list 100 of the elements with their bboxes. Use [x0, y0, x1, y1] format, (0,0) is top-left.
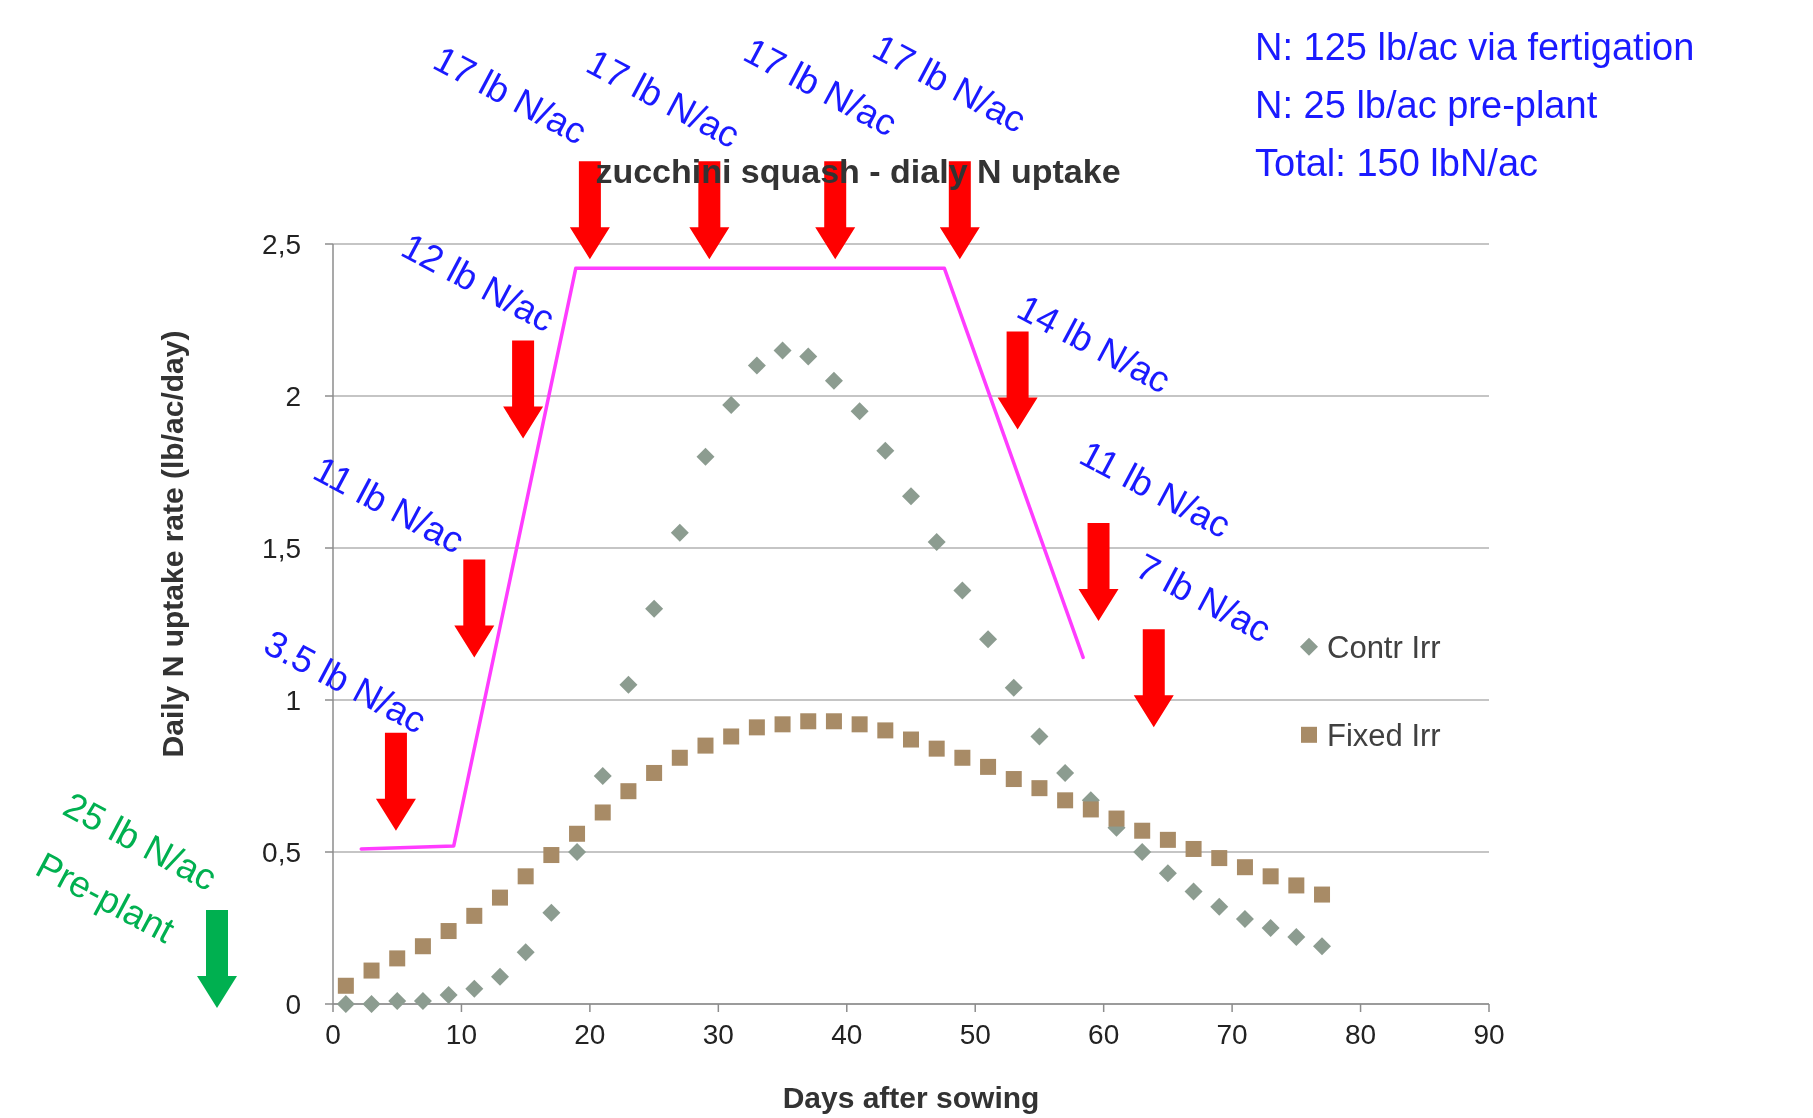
- point: [696, 447, 715, 466]
- x-tick-label: 70: [1216, 1019, 1248, 1050]
- point: [980, 758, 997, 775]
- point: [491, 889, 508, 906]
- x-tick-label: 40: [831, 1019, 863, 1050]
- point: [954, 749, 971, 766]
- point: [876, 441, 895, 460]
- point: [903, 731, 919, 748]
- point: [1184, 882, 1203, 901]
- point: [1288, 877, 1305, 894]
- x-tick-label: 90: [1473, 1019, 1505, 1050]
- point: [593, 767, 612, 785]
- point: [723, 728, 740, 745]
- point: [1287, 928, 1306, 947]
- annotation: 14 lb N/ac: [1010, 286, 1178, 402]
- point: [516, 943, 535, 962]
- point: [1236, 859, 1253, 876]
- point: [413, 991, 432, 1010]
- point: [773, 341, 792, 360]
- y-tick-label: 1: [285, 685, 301, 716]
- point: [1185, 840, 1202, 857]
- point: [619, 675, 638, 694]
- text: N: 125 lb/ac via fertigation: [1255, 26, 1695, 68]
- point: [1158, 864, 1177, 883]
- y-tick-label: 0: [285, 989, 301, 1020]
- point: [389, 950, 406, 967]
- point: [337, 977, 354, 994]
- x-tick-label: 10: [445, 1019, 478, 1050]
- y-axis-title: Daily N uptake rate (lb/ac/day): [156, 330, 189, 758]
- y-tick-label: 2: [285, 381, 301, 412]
- point: [620, 783, 637, 800]
- point: [747, 356, 766, 375]
- point: [851, 716, 868, 733]
- point: [928, 740, 945, 757]
- point: [877, 722, 894, 739]
- point: [1314, 886, 1331, 903]
- point: [824, 371, 843, 390]
- x-tick-label: 60: [1088, 1019, 1120, 1050]
- text: Total: 150 lbN/ac: [1255, 142, 1539, 184]
- point: [1004, 678, 1023, 697]
- point: [1261, 919, 1280, 937]
- x-tick-label: 30: [702, 1019, 734, 1050]
- point: [850, 402, 869, 421]
- point: [1235, 909, 1254, 928]
- point: [542, 903, 561, 922]
- point: [440, 923, 457, 940]
- point: [979, 630, 998, 649]
- annotation: 7 lb N/ac: [1129, 545, 1278, 651]
- point: [927, 532, 946, 551]
- point: [645, 599, 664, 618]
- point: [722, 396, 741, 415]
- x-tick-label: 50: [959, 1019, 991, 1050]
- point: [569, 825, 586, 842]
- point: [1056, 763, 1075, 782]
- point: [1313, 937, 1332, 956]
- point: [594, 804, 611, 821]
- point: [1030, 727, 1049, 746]
- x-axis-title: Days after sowing: [782, 1081, 1040, 1114]
- point: [1262, 868, 1279, 885]
- text: N: 25 lb/ac pre-plant: [1255, 84, 1598, 126]
- point: [1133, 843, 1152, 861]
- point: [490, 967, 509, 986]
- point: [800, 713, 817, 730]
- point: [362, 995, 381, 1013]
- point: [670, 523, 689, 542]
- point: [388, 991, 407, 1010]
- point: [517, 868, 534, 885]
- point: [568, 843, 587, 861]
- point: [1159, 831, 1176, 848]
- point: [748, 719, 765, 736]
- point: [902, 487, 920, 506]
- legend-label: Fixed Irr: [1327, 717, 1441, 753]
- point: [774, 716, 791, 733]
- point: [1082, 801, 1099, 818]
- point: [1057, 792, 1074, 809]
- point: [671, 749, 688, 766]
- point: [1134, 822, 1151, 839]
- x-tick-label: 0: [325, 1019, 341, 1050]
- point: [1005, 771, 1022, 788]
- point: [697, 737, 714, 754]
- point: [543, 847, 560, 864]
- point: [336, 995, 355, 1013]
- point: [825, 713, 842, 730]
- x-tick-label: 20: [574, 1019, 606, 1050]
- y-tick-label: 1,5: [262, 533, 301, 564]
- legend-label: Contr Irr: [1327, 629, 1441, 665]
- point: [465, 979, 484, 998]
- point: [363, 962, 380, 979]
- y-tick-label: 0,5: [262, 837, 301, 868]
- point: [1210, 897, 1229, 916]
- annotation: 11 lb N/ac: [1073, 432, 1238, 546]
- point: [414, 938, 431, 955]
- y-tick-label: 2,5: [262, 229, 301, 260]
- point: [1108, 810, 1125, 827]
- point: [439, 985, 458, 1004]
- point: [953, 581, 972, 600]
- point: [466, 907, 483, 924]
- x-tick-label: 80: [1344, 1019, 1377, 1050]
- annotation: 12 lb N/ac: [394, 225, 562, 340]
- point: [646, 764, 663, 781]
